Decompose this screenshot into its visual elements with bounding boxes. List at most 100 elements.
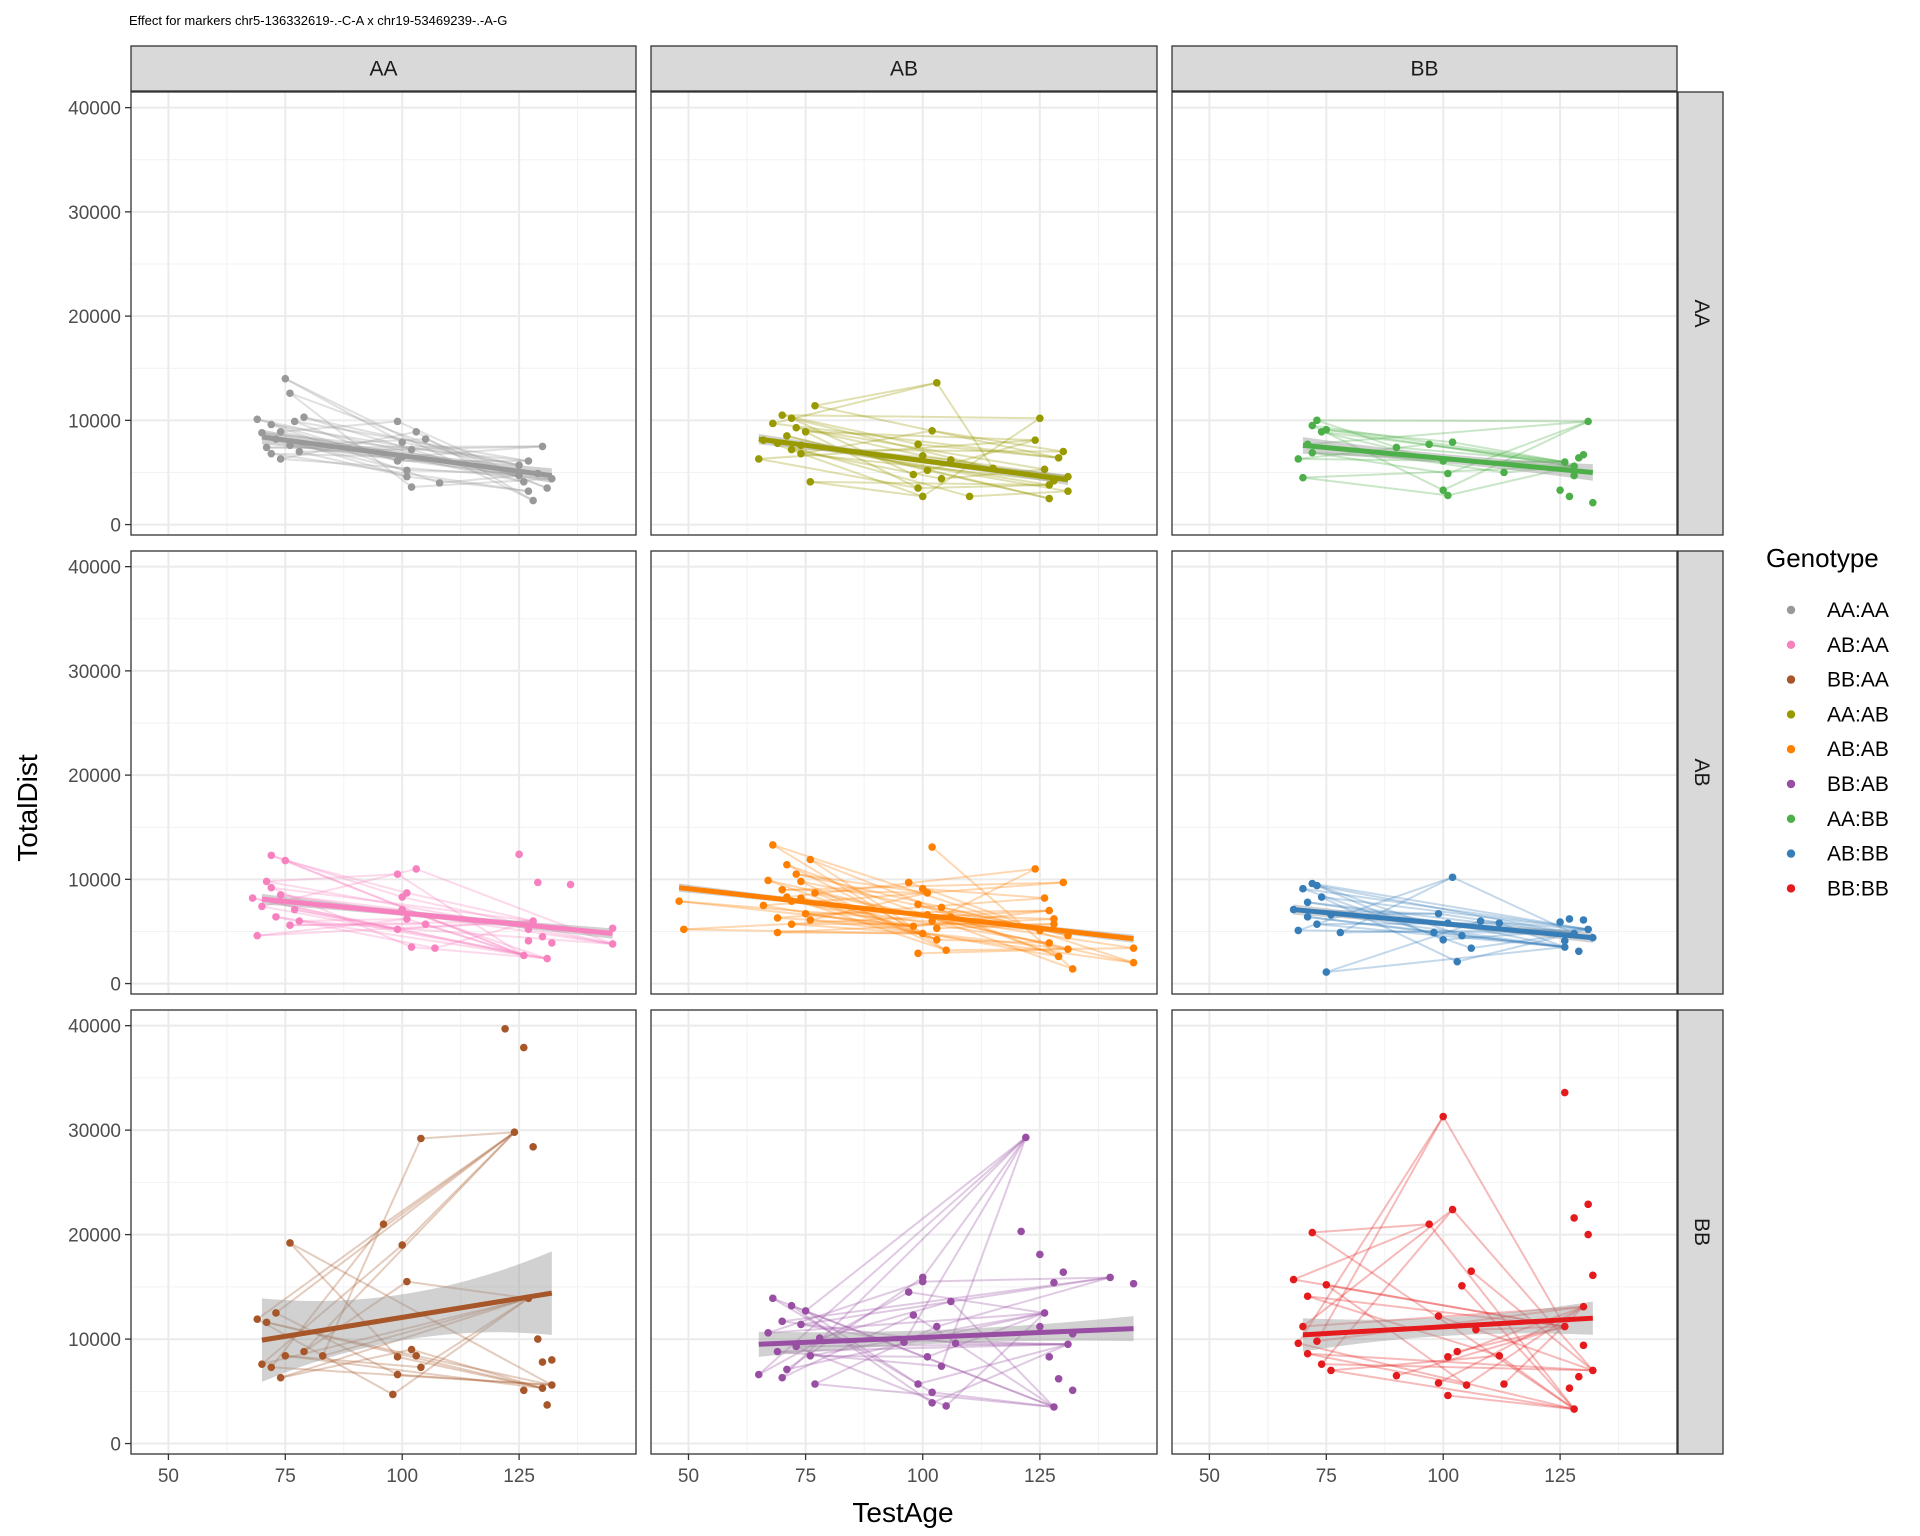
data-point	[515, 850, 523, 859]
data-point	[267, 420, 276, 429]
panel-data	[1294, 416, 1597, 507]
data-point	[538, 442, 547, 451]
trajectory-line	[912, 1314, 1055, 1408]
data-point	[965, 492, 974, 501]
trajectory-line	[931, 429, 1064, 453]
data-point	[393, 870, 402, 878]
data-point	[272, 1309, 280, 1317]
data-point	[267, 851, 276, 860]
trajectory-line	[791, 417, 994, 470]
data-point	[1054, 1374, 1063, 1383]
data-point	[773, 928, 782, 937]
y-tick-label: 40000	[68, 1017, 121, 1038]
data-point	[412, 865, 421, 873]
data-point	[393, 925, 402, 934]
panel-data	[675, 841, 1138, 973]
trajectory-line	[782, 414, 1040, 420]
trajectory-line	[768, 1311, 1045, 1334]
data-point	[1059, 878, 1068, 887]
trajectory-line	[814, 381, 937, 407]
data-point	[792, 870, 801, 878]
trajectory-line	[294, 420, 529, 462]
trajectory-line	[280, 430, 417, 460]
data-point	[806, 855, 815, 864]
data-point	[1458, 1282, 1466, 1290]
data-point	[281, 856, 290, 865]
panel-data	[754, 1133, 1138, 1411]
trajectory-line	[918, 483, 1050, 490]
trajectory-line	[257, 917, 407, 937]
trajectory-line	[294, 908, 548, 960]
data-point	[393, 1370, 402, 1379]
data-point	[529, 496, 537, 505]
legend-item-bb-bb: BB:BB	[1786, 877, 1889, 900]
trajectory-line	[786, 896, 947, 952]
data-point	[914, 1380, 922, 1388]
trajectory-line	[777, 931, 923, 935]
data-point	[286, 1239, 294, 1247]
data-point	[1430, 928, 1438, 937]
trajectory-line	[795, 1345, 947, 1407]
data-point	[1444, 469, 1452, 478]
data-point	[435, 479, 444, 487]
data-point	[379, 1220, 388, 1228]
trajectory-line	[791, 923, 923, 935]
data-point	[928, 917, 936, 925]
trajectory-line	[1298, 1342, 1575, 1411]
panel-data	[1289, 873, 1597, 976]
trajectory-line	[1321, 896, 1458, 963]
trajectory-line	[913, 909, 1050, 928]
panel-border	[130, 1009, 637, 1455]
trajectory-line	[284, 377, 534, 502]
column-strip-box	[130, 45, 637, 92]
trajectory-line	[763, 904, 1059, 958]
data-point	[281, 374, 290, 383]
data-point	[1565, 492, 1574, 501]
data-point	[1560, 1322, 1569, 1331]
trajectory-line	[406, 475, 529, 493]
data-point	[253, 1315, 262, 1324]
data-point	[318, 1351, 327, 1360]
fit-line	[261, 896, 613, 937]
data-point	[276, 455, 285, 463]
data-point	[534, 1335, 542, 1343]
trajectory-line	[271, 423, 520, 467]
data-point	[801, 909, 810, 918]
data-point	[1294, 455, 1303, 463]
trajectory-line	[402, 445, 543, 458]
trajectory-line	[1447, 1394, 1575, 1411]
data-point	[1472, 1325, 1480, 1334]
trajectory-line	[1298, 457, 1565, 464]
data-point	[1303, 898, 1312, 907]
legend-item-ab-bb: AB:BB	[1786, 843, 1889, 866]
data-point	[543, 954, 551, 963]
trajectory-line	[401, 1131, 516, 1246]
legend-item-bb-aa: BB:AA	[1786, 669, 1889, 692]
legend-item-aa-ab: AA:AB	[1786, 703, 1889, 726]
data-point	[276, 891, 285, 899]
legend-label: AA:AB	[1827, 703, 1889, 726]
data-point	[1045, 1353, 1054, 1361]
trajectory-line	[420, 1131, 515, 1140]
trajectory-line	[289, 923, 426, 927]
data-point	[290, 417, 299, 426]
panel-ab-aa: 0 10000 20000 30000 40000	[68, 550, 637, 996]
data-point	[1575, 947, 1583, 956]
data-point	[510, 1128, 519, 1137]
trajectory-line	[1316, 922, 1500, 926]
data-point	[811, 889, 819, 897]
y-tick-label: 20000	[68, 1226, 121, 1247]
data-point	[1560, 458, 1569, 466]
trajectory-line	[767, 879, 938, 941]
data-point	[1589, 498, 1597, 507]
trajectory-line	[683, 928, 923, 935]
data-point	[543, 484, 551, 492]
x-axis-title: TestAge	[852, 1497, 953, 1528]
data-point	[1303, 1349, 1312, 1358]
column-strip-box	[650, 45, 1158, 92]
data-point	[253, 415, 262, 424]
trajectory-line	[791, 900, 1050, 944]
trajectory-line	[382, 1131, 516, 1225]
row-strip-label: AB	[1690, 758, 1713, 786]
data-point	[754, 1370, 763, 1379]
